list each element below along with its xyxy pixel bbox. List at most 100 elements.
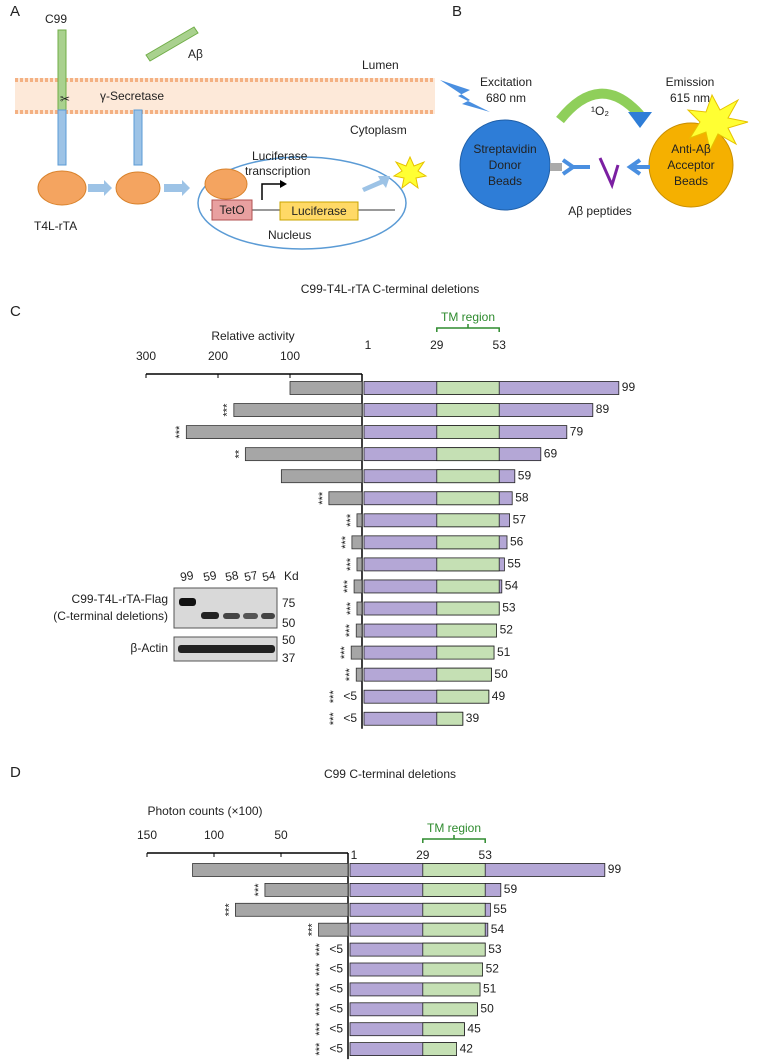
construct-label: 45 <box>467 1021 481 1035</box>
bar <box>185 425 363 440</box>
lane-label: 99 <box>179 568 195 584</box>
marker-label: 37 <box>282 651 296 665</box>
construct-label: 52 <box>486 962 500 976</box>
label: Anti-Aβ <box>671 142 711 156</box>
tm-segment <box>436 469 500 484</box>
residue-label: 1 <box>365 338 372 352</box>
label: transcription <box>245 164 310 178</box>
tm-segment <box>422 883 486 897</box>
construct-label: 59 <box>518 468 532 482</box>
lightning <box>440 80 490 112</box>
scissors: ✂ <box>60 92 70 106</box>
significance: *** <box>314 942 326 956</box>
residue-label: 29 <box>416 848 430 862</box>
rod <box>133 109 143 166</box>
lane-label: 57 <box>243 568 259 584</box>
bar <box>328 491 363 506</box>
label: Emission <box>666 75 715 89</box>
tm-bracket <box>422 835 486 843</box>
label: Luciferase <box>252 149 308 163</box>
significance: *** <box>314 962 326 976</box>
arrow <box>88 180 112 196</box>
value-label: <5 <box>329 942 343 956</box>
tm-segment <box>436 425 500 440</box>
significance: *** <box>344 623 356 637</box>
significance: *** <box>306 923 318 937</box>
x-axis-label: Relative activity <box>211 329 294 343</box>
protein-label: β-Actin <box>130 641 168 655</box>
label: T4L-rTA <box>34 219 77 233</box>
tm-segment <box>422 1022 465 1037</box>
label: Lumen <box>362 58 399 72</box>
label: γ-Secretase <box>100 89 164 103</box>
bar <box>280 469 363 484</box>
tm-segment <box>436 711 464 726</box>
construct-label: 53 <box>488 942 502 956</box>
t4l-rta <box>204 168 248 200</box>
label: Acceptor <box>667 158 714 172</box>
membrane <box>15 78 435 114</box>
construct-label: 51 <box>497 645 511 659</box>
tm-segment <box>436 623 497 638</box>
residue-label: 29 <box>430 338 444 352</box>
arrowhead <box>628 112 652 128</box>
label: Beads <box>488 174 522 188</box>
construct-label: 89 <box>596 402 610 416</box>
light-burst <box>686 93 749 152</box>
panel-letter: D <box>10 764 21 781</box>
marker-label: 50 <box>282 616 296 630</box>
arrow <box>362 176 390 192</box>
construct-label: 79 <box>570 424 584 438</box>
arrowhead <box>280 180 287 188</box>
tm-segment <box>422 922 486 937</box>
significance: *** <box>174 425 186 439</box>
value-label: <5 <box>329 1021 343 1035</box>
significance: *** <box>314 1022 326 1036</box>
panel-letter: C <box>10 303 21 320</box>
bar <box>235 902 349 917</box>
value-label: <5 <box>329 1041 343 1055</box>
bar <box>289 381 363 395</box>
bar <box>355 623 363 638</box>
bar <box>353 579 363 594</box>
construct-label: 99 <box>608 862 622 876</box>
significance: ** <box>233 449 245 458</box>
value-label: <5 <box>329 1001 343 1015</box>
panel-b: B Excitation 680 nm Emission 615 nm ¹O₂ … <box>440 3 749 218</box>
significance: *** <box>339 645 351 659</box>
tm-segment <box>422 1042 457 1056</box>
blot-box <box>173 587 278 629</box>
residue-label: 1 <box>351 848 358 862</box>
band <box>261 613 275 619</box>
x-tick-label: 100 <box>204 828 224 842</box>
tm-segment <box>422 863 486 877</box>
construct-label: 56 <box>510 535 524 549</box>
construct-label: 50 <box>480 1001 494 1015</box>
t4l-rta <box>37 170 87 206</box>
band <box>179 598 196 606</box>
panel-letter: A <box>10 3 20 20</box>
construct-label: 50 <box>494 667 508 681</box>
linker <box>550 163 562 171</box>
bar <box>356 601 363 616</box>
value-label: <5 <box>329 962 343 976</box>
t4l-rta <box>115 171 161 205</box>
significance: *** <box>314 1042 326 1056</box>
tm-segment <box>436 579 500 594</box>
tm-label: TM region <box>427 821 481 835</box>
bar <box>192 863 349 877</box>
bar <box>233 403 363 417</box>
significance: *** <box>328 712 340 726</box>
significance: *** <box>340 535 352 549</box>
x-tick-label: 100 <box>280 349 300 363</box>
label: Aβ peptides <box>568 204 632 218</box>
construct-label: 55 <box>493 902 507 916</box>
marker-label: 75 <box>282 596 296 610</box>
antibody <box>561 158 590 176</box>
marker-label: 50 <box>282 633 296 647</box>
label: Beads <box>674 174 708 188</box>
lane-label: 54 <box>261 568 277 584</box>
tm-segment <box>436 601 500 616</box>
construct-label: 49 <box>492 689 506 703</box>
luciferase-box <box>279 201 359 221</box>
